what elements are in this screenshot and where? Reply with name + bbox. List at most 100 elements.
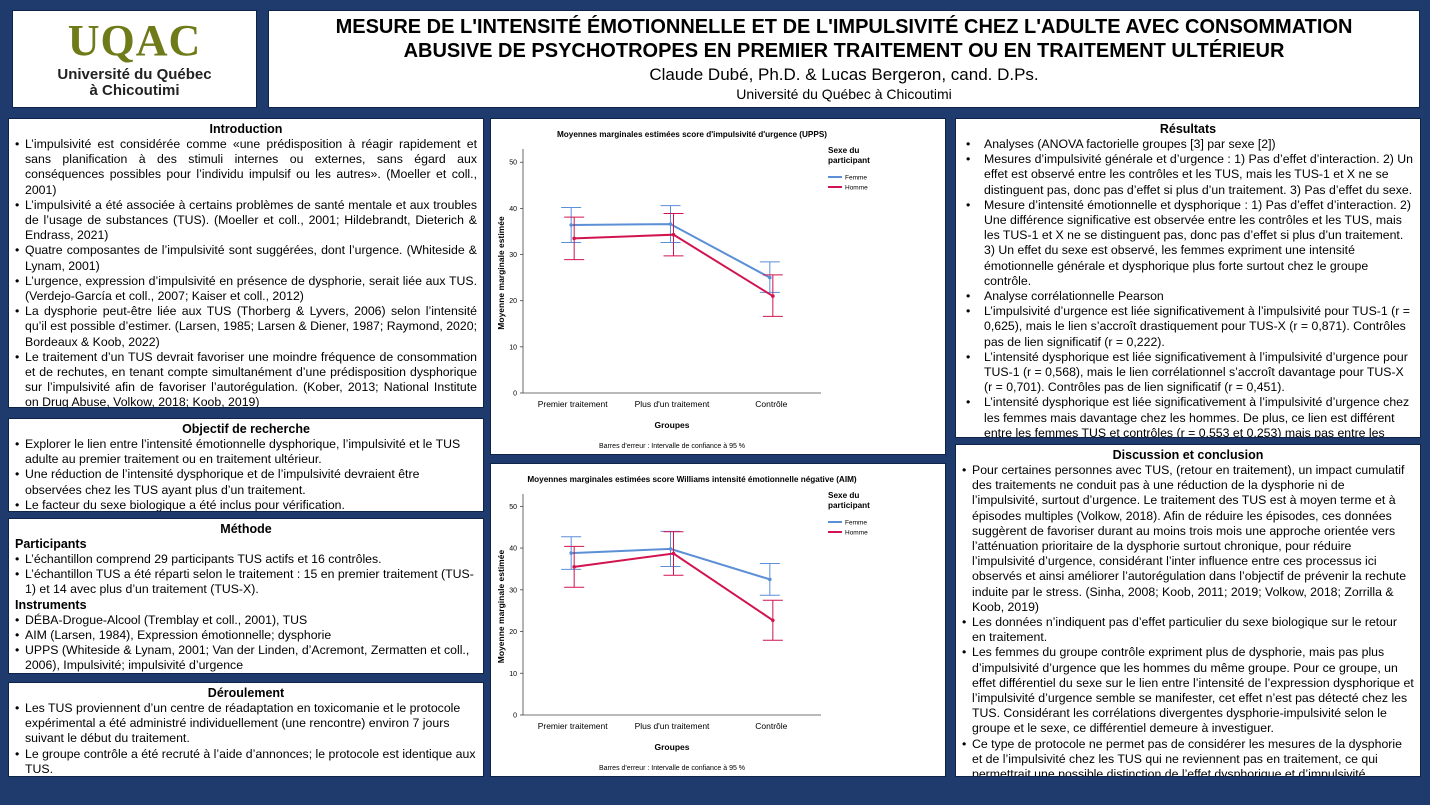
x-tick-label: Contrôle <box>755 721 787 731</box>
authors: Claude Dubé, Ph.D. & Lucas Bergeron, can… <box>649 65 1039 84</box>
legend-title: participant <box>828 156 870 165</box>
section-heading: Discussion et conclusion <box>1112 448 1264 462</box>
list-item: L’intensité dysphorique est liée signifi… <box>962 350 1414 396</box>
chart-footnote: Barres d'erreur : Intervalle de confianc… <box>599 443 745 450</box>
x-tick-label: Contrôle <box>755 399 787 409</box>
list-item: Explorer le lien entre l’intensité émoti… <box>15 437 477 467</box>
objectif-section: Objectif de recherche Explorer le lien e… <box>8 418 484 512</box>
bullet-list: L’échantillon comprend 29 participants T… <box>15 552 477 598</box>
bullet-list: Analyses (ANOVA factorielle groupes [3] … <box>962 137 1414 437</box>
section-heading: Introduction <box>209 122 283 136</box>
logo-line-2: à Chicoutimi <box>89 82 180 99</box>
list-item: Le facteur du sexe biologique a été incl… <box>15 498 477 511</box>
y-tick-label: 50 <box>509 160 517 167</box>
bullet-list: Explorer le lien entre l’intensité émoti… <box>15 437 477 511</box>
y-tick-label: 20 <box>509 298 517 305</box>
list-item: L’échantillon comprend 29 participants T… <box>15 552 477 567</box>
list-item: La dysphorie peut-être liée aux TUS (Tho… <box>15 304 477 350</box>
discussion-section: Discussion et conclusion Pour certaines … <box>955 444 1421 777</box>
y-tick-label: 10 <box>509 344 517 351</box>
list-item: Une réduction de l’intensité dysphorique… <box>15 467 477 497</box>
list-item: L’échantillon TUS a été réparti selon le… <box>15 567 477 597</box>
data-point <box>671 551 676 556</box>
list-item: L’impulsivité a été associée à certains … <box>15 198 477 244</box>
section-heading: Résultats <box>1159 122 1217 136</box>
list-item: DÉBA-Drogue-Alcool (Tremblay et coll., 2… <box>15 613 477 628</box>
y-tick-label: 30 <box>509 252 517 259</box>
list-item: Pour certaines personnes avec TUS, (reto… <box>962 463 1414 615</box>
list-item: Les TUS proviennent d’un centre de réada… <box>15 701 477 747</box>
legend-label: Homme <box>845 530 868 537</box>
y-tick-label: 0 <box>513 391 517 398</box>
list-item: AIM (Larsen, 1984), Expression émotionne… <box>15 628 477 643</box>
y-tick-label: 0 <box>513 713 517 720</box>
bullet-list: Pour certaines personnes avec TUS, (reto… <box>962 463 1414 776</box>
data-point <box>671 232 676 237</box>
data-point <box>768 275 772 280</box>
logo: UQAC Université du Québec à Chicoutimi <box>12 10 257 108</box>
list-item: Mesure d’intensité émotionnelle et dysph… <box>962 198 1414 289</box>
y-tick-label: 50 <box>509 504 517 511</box>
methode-section: Méthode Participants L’échantillon compr… <box>8 518 484 674</box>
list-item: L’impulsivité d’urgence est liée signifi… <box>962 304 1414 350</box>
affiliation: Université du Québec à Chicoutimi <box>736 86 952 102</box>
legend-label: Femme <box>845 175 867 182</box>
legend-title: participant <box>828 501 870 510</box>
list-item: Analyses (ANOVA factorielle groupes [3] … <box>962 137 1414 152</box>
list-item: UPPS (Whiteside & Lynam, 2001; Van der L… <box>15 643 477 673</box>
list-item: Ce type de protocole ne permet pas de co… <box>962 737 1414 776</box>
section-heading: Méthode <box>220 522 272 536</box>
chart-aim: Moyennes marginales estimées score Willi… <box>490 463 946 777</box>
x-axis-label: Groupes <box>655 742 690 752</box>
list-item: Le traitement d’un TUS devrait favoriser… <box>15 350 477 407</box>
y-axis-label: Moyenne marginale estimée <box>496 216 506 330</box>
y-tick-label: 10 <box>509 671 517 678</box>
x-tick-label: Plus d'un traitement <box>635 399 710 409</box>
bullet-list: Les TUS proviennent d’un centre de réada… <box>15 701 477 776</box>
y-tick-label: 40 <box>509 546 517 553</box>
x-axis-label: Groupes <box>655 420 690 430</box>
legend-title: Sexe du <box>828 146 859 155</box>
bullet-list: L’impulsivité est considérée comme «une … <box>15 137 477 407</box>
list-item: Le groupe contrôle a été recruté à l’aid… <box>15 747 477 776</box>
data-point <box>668 547 673 551</box>
bullet-list: DÉBA-Drogue-Alcool (Tremblay et coll., 2… <box>15 613 477 673</box>
y-tick-label: 20 <box>509 629 517 636</box>
logo-line-1: Université du Québec <box>57 65 212 83</box>
x-tick-label: Premier traitement <box>538 399 609 409</box>
legend-label: Femme <box>845 520 867 527</box>
data-point <box>768 577 772 582</box>
data-point <box>771 618 775 623</box>
title-line-1: MESURE DE L'INTENSITÉ ÉMOTIONNELLE ET DE… <box>335 16 1353 38</box>
x-tick-label: Plus d'un traitement <box>635 721 710 731</box>
chart-upps: Moyennes marginales estimées score d'imp… <box>490 118 946 455</box>
data-point <box>572 236 576 241</box>
chart-aim-svg: Moyennes marginales estimées score Willi… <box>496 475 870 772</box>
legend-label: Homme <box>845 185 868 192</box>
data-point <box>569 551 573 555</box>
resultats-section: Résultats Analyses (ANOVA factorielle gr… <box>955 118 1421 438</box>
list-item: L’impulsivité est considérée comme «une … <box>15 137 477 198</box>
list-item: L’urgence, expression d’impulsivité en p… <box>15 274 477 304</box>
list-item: Quatre composantes de l’impulsivité sont… <box>15 243 477 273</box>
data-point <box>771 294 775 298</box>
logo-word: UQAC <box>67 15 202 65</box>
list-item: Les données n’indiquent pas d’effet part… <box>962 615 1414 645</box>
list-item: Les femmes du groupe contrôle expriment … <box>962 645 1414 736</box>
legend-title: Sexe du <box>828 491 859 500</box>
subheading-participants: Participants <box>15 537 87 551</box>
data-point <box>569 223 573 227</box>
data-point <box>572 565 576 569</box>
title-banner: MESURE DE L'INTENSITÉ ÉMOTIONNELLE ET DE… <box>268 10 1420 108</box>
poster-title: MESURE DE L'INTENSITÉ ÉMOTIONNELLE ET DE… <box>269 15 1419 63</box>
section-heading: Objectif de recherche <box>182 422 310 436</box>
chart-title: Moyennes marginales estimées score d'imp… <box>557 130 827 139</box>
logo-subtitle: Université du Québec à Chicoutimi <box>57 65 212 100</box>
x-tick-label: Premier traitement <box>538 721 609 731</box>
list-item: L’intensité dysphorique est liée signifi… <box>962 395 1414 437</box>
data-point <box>668 222 673 226</box>
deroulement-section: Déroulement Les TUS proviennent d’un cen… <box>8 682 484 777</box>
y-axis-label: Moyenne marginale estimée <box>496 550 506 664</box>
chart-title: Moyennes marginales estimées score Willi… <box>527 475 857 484</box>
subheading-instruments: Instruments <box>15 597 87 612</box>
